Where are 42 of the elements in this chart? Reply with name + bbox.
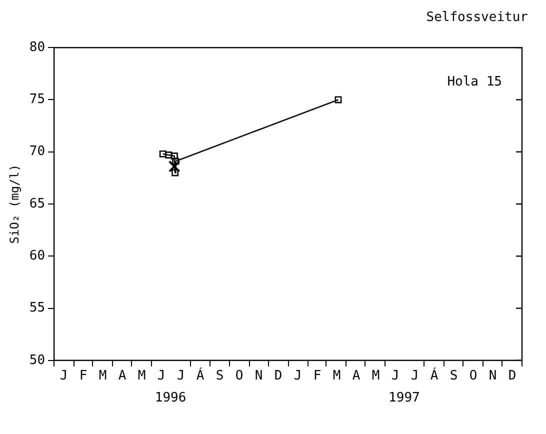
text: S	[450, 368, 458, 384]
text: F	[313, 368, 322, 384]
x-tick-label: 1997	[388, 390, 420, 406]
text: D	[508, 368, 516, 384]
x-tick-label: 1996	[154, 390, 186, 406]
text: S	[216, 368, 224, 384]
text: J	[60, 368, 68, 384]
point	[168, 160, 180, 172]
y-tick-label: 80	[29, 40, 46, 55]
point	[165, 152, 172, 158]
text: F	[79, 368, 88, 384]
y-tick-label: 70	[29, 144, 46, 160]
point	[159, 150, 166, 158]
point	[334, 96, 342, 104]
text: M	[372, 368, 380, 384]
chart-title: Selfossveitur	[426, 10, 528, 26]
text: M	[98, 368, 107, 384]
text: M	[138, 368, 146, 384]
y-tick-label: 55	[29, 300, 46, 316]
y-tick-label: 65	[29, 196, 46, 212]
text: Á	[430, 366, 438, 384]
text: J	[176, 368, 185, 384]
text: O	[469, 368, 478, 384]
point	[170, 152, 178, 160]
text: D	[274, 368, 282, 384]
text: M	[332, 368, 341, 384]
y-tick-label: 60	[29, 248, 46, 264]
text: J	[410, 368, 419, 384]
text: O	[235, 368, 244, 384]
text: A	[352, 368, 360, 384]
annotation: Hola 15	[447, 74, 502, 90]
point	[172, 169, 179, 176]
y-axis-title: SiO₂ (mg/l)	[7, 164, 22, 244]
text: N	[254, 368, 263, 384]
text: J	[294, 368, 302, 384]
text: Á	[196, 366, 204, 384]
text: J	[157, 368, 166, 384]
text: N	[488, 368, 497, 384]
y-tick-label: 75	[29, 92, 46, 108]
y-tick-label: 50	[29, 352, 46, 368]
text: A	[118, 368, 126, 384]
text: J	[391, 368, 400, 384]
